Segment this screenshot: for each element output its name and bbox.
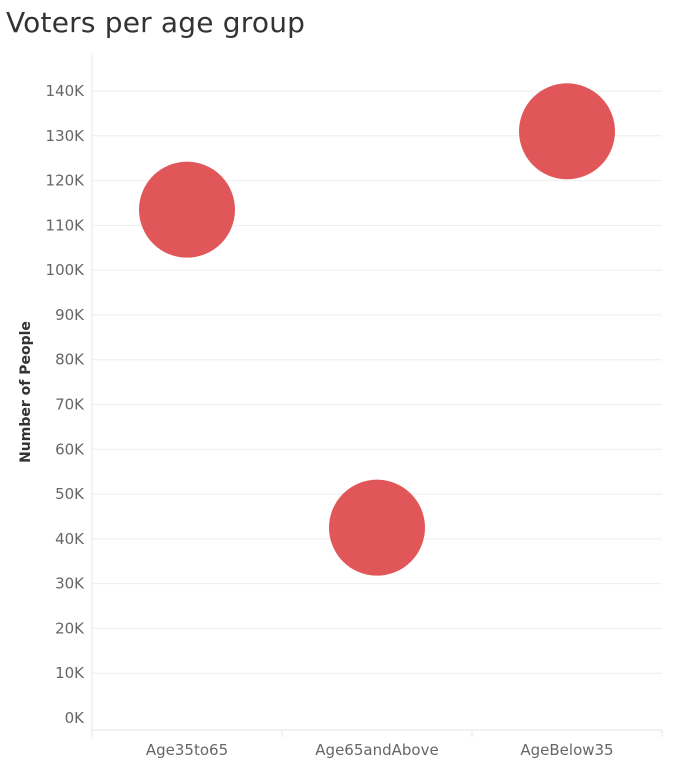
y-tick-label: 50K (55, 485, 85, 503)
y-tick-label: 90K (55, 306, 85, 324)
y-tick-label: 10K (55, 664, 85, 682)
chart-title: Voters per age group (6, 6, 306, 39)
y-tick-label: 140K (46, 82, 86, 100)
y-tick-label: 110K (46, 216, 86, 234)
data-point[interactable] (139, 161, 235, 258)
x-tick-label: Age35to65 (146, 741, 228, 759)
y-tick-label: 30K (55, 575, 85, 593)
y-tick-label: 80K (55, 351, 85, 369)
y-tick-label: 40K (55, 530, 85, 548)
y-tick-labels: 0K 10K 20K 30K 40K 50K 60K 70K 80K 90K 100K 110K 120… (46, 82, 86, 727)
y-tick-label: 130K (46, 127, 86, 145)
x-tick-label: Age65andAbove (315, 741, 438, 759)
x-tick-labels: Age35to65 Age65andAbove AgeBelow35 (146, 741, 614, 759)
grid-layer (92, 90, 662, 674)
y-axis-title: Number of People (18, 321, 34, 463)
axis-layer (91, 55, 663, 737)
x-tick-label: AgeBelow35 (520, 741, 613, 759)
data-point[interactable] (329, 479, 425, 576)
y-tick-label: 70K (55, 396, 85, 414)
y-tick-label: 0K (65, 709, 86, 727)
y-tick-label: 120K (46, 172, 86, 190)
data-points (139, 83, 615, 576)
y-tick-label: 100K (46, 261, 86, 279)
data-point[interactable] (519, 83, 615, 180)
y-tick-label: 60K (55, 440, 85, 458)
y-tick-label: 20K (55, 619, 85, 637)
